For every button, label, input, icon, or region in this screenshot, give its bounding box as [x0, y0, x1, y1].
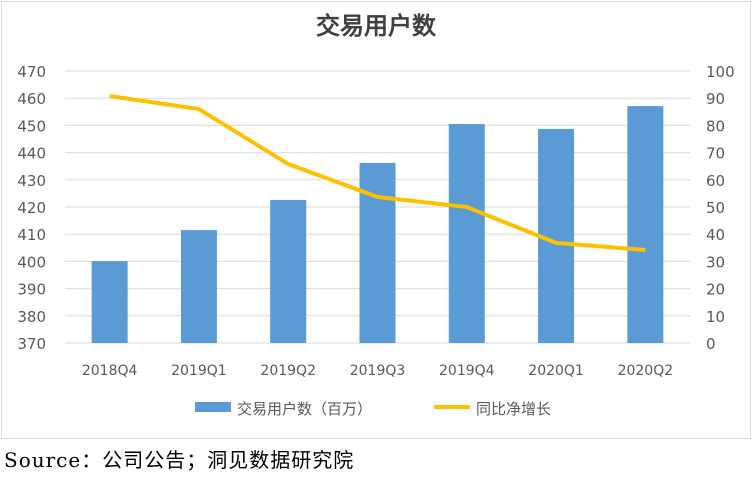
left-axis-tick: 400: [17, 253, 46, 271]
right-axis-tick: 80: [706, 117, 725, 135]
x-axis-tick: 2019Q1: [171, 363, 227, 379]
right-axis-tick: 100: [706, 63, 735, 81]
x-axis-tick: 2019Q2: [260, 363, 316, 379]
bar: [359, 162, 396, 343]
legend-label-line: 同比净增长: [476, 400, 551, 418]
chart-title: 交易用户数: [316, 12, 437, 40]
left-axis-tick: 380: [17, 308, 46, 326]
left-axis-tick: 420: [17, 199, 46, 217]
left-axis-tick: 430: [17, 172, 46, 190]
bar: [627, 106, 664, 343]
right-axis-tick: 70: [706, 145, 725, 163]
bar: [448, 124, 485, 343]
left-axis-tick: 440: [17, 145, 46, 163]
bar: [180, 230, 217, 343]
right-axis-tick: 30: [706, 253, 725, 271]
left-axis-tick: 370: [17, 335, 46, 353]
left-axis-tick: 390: [17, 281, 46, 299]
right-axis-tick: 0: [706, 335, 716, 353]
left-axis-tick: 470: [17, 63, 46, 81]
right-axis-tick: 50: [706, 199, 725, 217]
legend-label-bar: 交易用户数（百万）: [237, 400, 372, 418]
bar: [91, 261, 128, 343]
source-note: Source：公司公告；洞见数据研究院: [4, 448, 355, 472]
x-axis-tick: 2020Q1: [528, 363, 584, 379]
right-axis-tick: 20: [706, 281, 725, 299]
right-axis-tick: 10: [706, 308, 725, 326]
chart-frame: 交易用户数 370 380 390 400 410 420 430 440 450 460 470 0 1…: [1, 1, 751, 439]
left-axis-tick: 410: [17, 226, 46, 244]
x-axis-tick: 2019Q4: [439, 363, 495, 379]
right-axis-tick: 90: [706, 90, 725, 108]
chart: 交易用户数 370 380 390 400 410 420 430 440 450 460 470 0 1…: [17, 12, 735, 418]
x-axis-tick: 2020Q2: [618, 363, 674, 379]
x-axis-tick: 2018Q4: [82, 363, 138, 379]
legend-swatch-bar: [195, 402, 231, 412]
right-axis-tick: 40: [706, 226, 725, 244]
right-axis-tick: 60: [706, 172, 725, 190]
x-axis-tick: 2019Q3: [350, 363, 406, 379]
left-axis-tick: 460: [17, 90, 46, 108]
left-axis-tick: 450: [17, 117, 46, 135]
bar: [270, 199, 307, 343]
